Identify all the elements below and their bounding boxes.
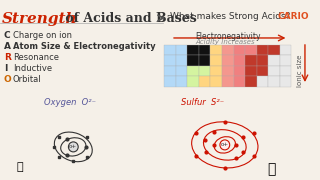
Bar [211,66,222,76]
Bar [245,76,257,87]
Bar [257,76,268,87]
Bar [222,66,234,76]
Bar [164,55,176,66]
Bar [176,55,187,66]
Bar [211,55,222,66]
Bar [199,55,211,66]
Bar [280,55,291,66]
Bar [268,66,280,76]
Bar [245,55,257,66]
Text: Ionic size: Ionic size [297,55,303,87]
Bar [280,76,291,87]
Bar [234,76,245,87]
Bar [187,45,199,55]
Text: I: I [4,64,7,73]
Text: Electronegativity: Electronegativity [196,32,261,41]
Bar [234,66,245,76]
Text: Inductive: Inductive [13,64,52,73]
Bar [211,45,222,55]
Text: Orbital: Orbital [13,75,41,84]
Bar [211,76,222,87]
Bar [222,55,234,66]
Text: Charge on ion: Charge on ion [13,31,72,40]
Bar [257,55,268,66]
Text: What makes Strong Acids?: What makes Strong Acids? [170,12,291,21]
Bar [176,45,187,55]
Bar [257,45,268,55]
Circle shape [68,142,78,152]
Text: 💀: 💀 [16,162,23,172]
Text: 🏋: 🏋 [268,162,276,176]
Bar [280,66,291,76]
Bar [222,76,234,87]
Text: A: A [4,42,11,51]
Text: Acidity Increases: Acidity Increases [196,39,255,45]
Bar [245,66,257,76]
Bar [268,55,280,66]
Text: Oxygen  O²⁻: Oxygen O²⁻ [44,98,96,107]
Bar [222,45,234,55]
Text: o+: o+ [69,144,77,149]
Text: Strength: Strength [2,12,77,26]
Bar [176,76,187,87]
Bar [176,66,187,76]
Text: O: O [4,75,12,84]
Text: of Acids and Bases: of Acids and Bases [60,12,196,25]
Text: R: R [4,53,11,62]
Text: CARIO: CARIO [277,12,309,21]
Bar [199,66,211,76]
Text: o+: o+ [221,142,229,147]
Bar [234,55,245,66]
Bar [199,45,211,55]
Circle shape [220,140,230,150]
Bar [164,76,176,87]
Text: Atom Size & Electronegativity: Atom Size & Electronegativity [13,42,155,51]
Bar [245,45,257,55]
Bar [187,55,199,66]
Text: C: C [4,31,11,40]
Bar [280,45,291,55]
Bar [234,45,245,55]
Bar [164,45,176,55]
Bar [257,66,268,76]
Text: Resonance: Resonance [13,53,59,62]
Bar [187,66,199,76]
Bar [268,45,280,55]
Bar [164,66,176,76]
Bar [187,76,199,87]
Bar [268,76,280,87]
Text: Sulfur  S²⁻: Sulfur S²⁻ [181,98,224,107]
Bar [199,76,211,87]
